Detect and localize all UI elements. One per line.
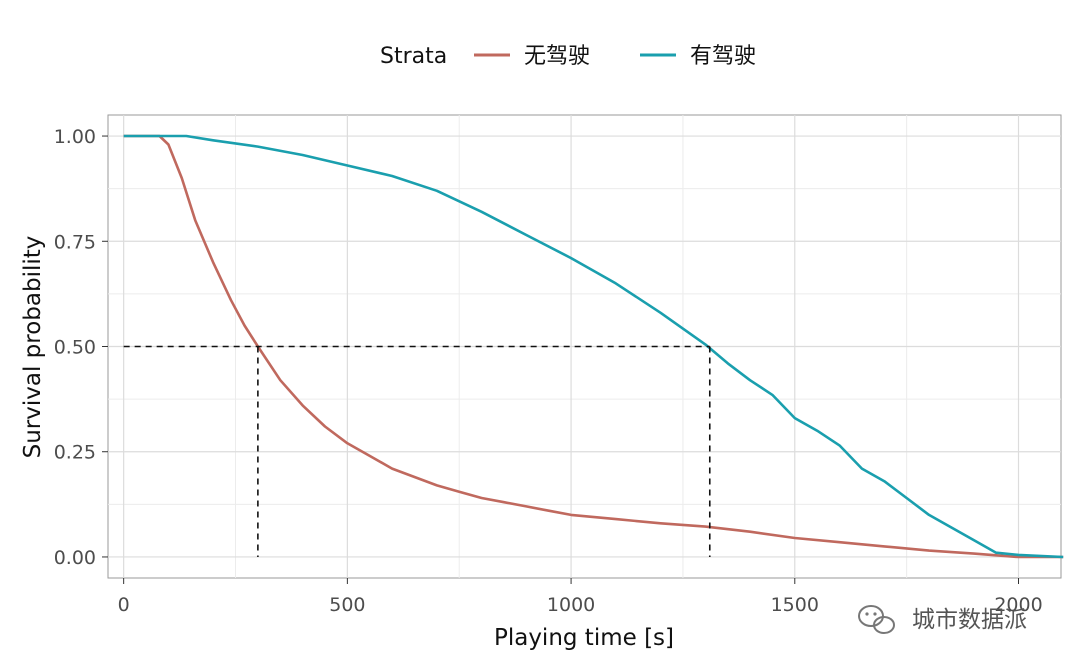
y-tick-label: 0.75 [54,231,96,253]
median-lines [123,345,711,557]
y-axis-title: Survival probability [20,236,46,459]
y-tick-label: 0.50 [54,337,96,359]
watermark: 城市数据派 [858,605,1027,634]
y-axis: 0.00 0.25 0.50 0.75 1.00 [54,126,108,569]
y-tick-label: 1.00 [54,126,96,148]
x-tick-label: 500 [329,594,365,616]
series-line-1 [123,134,1064,559]
x-tick-label: 1000 [547,594,595,616]
x-axis-title: Playing time [s] [494,625,674,651]
legend-title: Strata [380,44,447,69]
wechat-icon [858,605,895,634]
legend-label-0: 无驾驶 [524,44,590,69]
x-tick-label: 1500 [771,594,819,616]
series-layer [123,134,1064,559]
x-tick-label: 0 [118,594,130,616]
watermark-text: 城市数据派 [912,607,1027,633]
legend-label-1: 有驾驶 [690,44,756,69]
legend: Strata 无驾驶 有驾驶 [380,44,756,69]
x-axis: 0 500 1000 1500 2000 [118,578,1043,616]
y-tick-label: 0.00 [54,547,96,569]
series-line-0 [123,134,1064,559]
x-tick-label: 2000 [994,594,1042,616]
y-tick-label: 0.25 [54,442,96,464]
grid [108,115,1061,578]
